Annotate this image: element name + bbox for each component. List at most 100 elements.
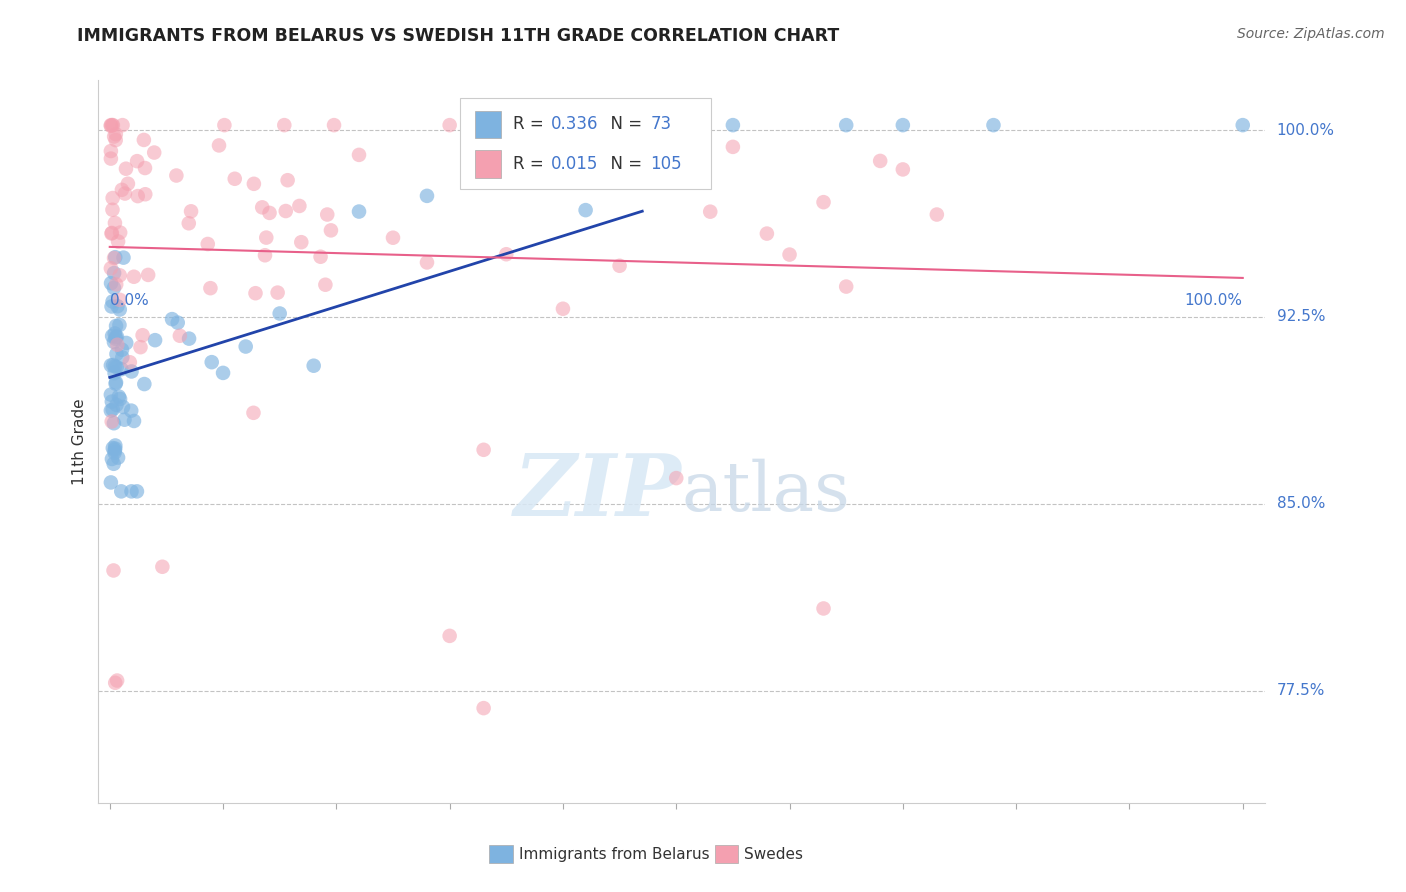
Point	[108, 390, 131, 404]
Point	[143, 333, 166, 347]
Point	[108, 226, 131, 240]
Point	[269, 306, 291, 320]
Point	[105, 318, 128, 333]
Point	[104, 675, 127, 690]
Point	[104, 216, 127, 230]
Text: 85.0%: 85.0%	[1277, 496, 1324, 511]
Point	[245, 286, 267, 301]
Point	[118, 355, 141, 369]
Point	[243, 177, 266, 191]
Point	[100, 118, 122, 132]
Point	[253, 248, 276, 262]
Point	[121, 484, 143, 499]
Point	[316, 207, 339, 221]
Text: 77.5%: 77.5%	[1277, 683, 1324, 698]
Point	[201, 355, 224, 369]
Point	[212, 366, 235, 380]
Point	[869, 153, 891, 168]
Bar	[475, 111, 501, 138]
Text: 0.336: 0.336	[551, 115, 599, 133]
Point	[103, 281, 125, 295]
Point	[114, 186, 136, 201]
Point	[302, 359, 325, 373]
Point	[472, 442, 495, 457]
Point	[108, 268, 131, 283]
Text: R =: R =	[513, 115, 548, 133]
Point	[100, 359, 122, 373]
Point	[127, 189, 149, 203]
Bar	[489, 845, 513, 863]
Point	[835, 279, 858, 293]
Point	[347, 148, 370, 162]
Point	[104, 442, 127, 456]
Point	[214, 118, 236, 132]
Point	[100, 144, 122, 158]
Point	[143, 145, 166, 160]
Point	[101, 191, 124, 205]
Point	[103, 334, 125, 349]
Point	[166, 316, 188, 330]
Point	[100, 227, 122, 241]
Point	[259, 206, 281, 220]
Point	[105, 376, 128, 390]
Point	[103, 416, 125, 430]
Point	[699, 204, 721, 219]
Point	[103, 129, 125, 144]
Point	[104, 133, 127, 147]
Text: 100.0%: 100.0%	[1277, 122, 1334, 137]
Point	[104, 127, 127, 141]
Point	[105, 359, 128, 374]
Point	[132, 133, 155, 147]
Point	[609, 259, 631, 273]
Point	[779, 247, 801, 261]
FancyBboxPatch shape	[460, 98, 711, 189]
Point	[101, 226, 124, 240]
Point	[122, 269, 145, 284]
Point	[108, 293, 131, 307]
Point	[472, 118, 495, 132]
Point	[108, 318, 131, 332]
Point	[273, 118, 295, 132]
Point	[721, 140, 744, 154]
Point	[100, 387, 122, 401]
Point	[925, 208, 948, 222]
Text: ZIP: ZIP	[515, 450, 682, 534]
Point	[150, 559, 173, 574]
Text: atlas: atlas	[682, 459, 851, 525]
Point	[105, 398, 128, 412]
Point	[101, 118, 124, 132]
Point	[835, 118, 858, 132]
Point	[100, 300, 122, 314]
Point	[111, 343, 134, 357]
Point	[103, 251, 125, 265]
Point	[105, 347, 128, 361]
Point	[382, 231, 405, 245]
Point	[235, 339, 257, 353]
Text: Source: ZipAtlas.com: Source: ZipAtlas.com	[1237, 27, 1385, 41]
Text: 92.5%: 92.5%	[1277, 310, 1324, 325]
Point	[495, 247, 517, 261]
Point	[122, 414, 145, 428]
Text: 0.015: 0.015	[551, 155, 599, 173]
Point	[100, 415, 122, 429]
Point	[104, 326, 127, 341]
Point	[165, 169, 187, 183]
Point	[169, 328, 191, 343]
Point	[103, 457, 125, 471]
Point	[755, 227, 778, 241]
Point	[105, 673, 128, 688]
Point	[104, 376, 127, 391]
Point	[104, 359, 127, 374]
Point	[242, 406, 264, 420]
Point	[643, 149, 665, 163]
Point	[101, 294, 124, 309]
Point	[108, 302, 131, 317]
Point	[120, 403, 142, 417]
Point	[127, 154, 149, 169]
Point	[121, 364, 143, 378]
Text: 0.0%: 0.0%	[110, 293, 149, 308]
Point	[129, 340, 152, 354]
Point	[112, 251, 135, 265]
Point	[108, 392, 131, 406]
Point	[197, 237, 219, 252]
